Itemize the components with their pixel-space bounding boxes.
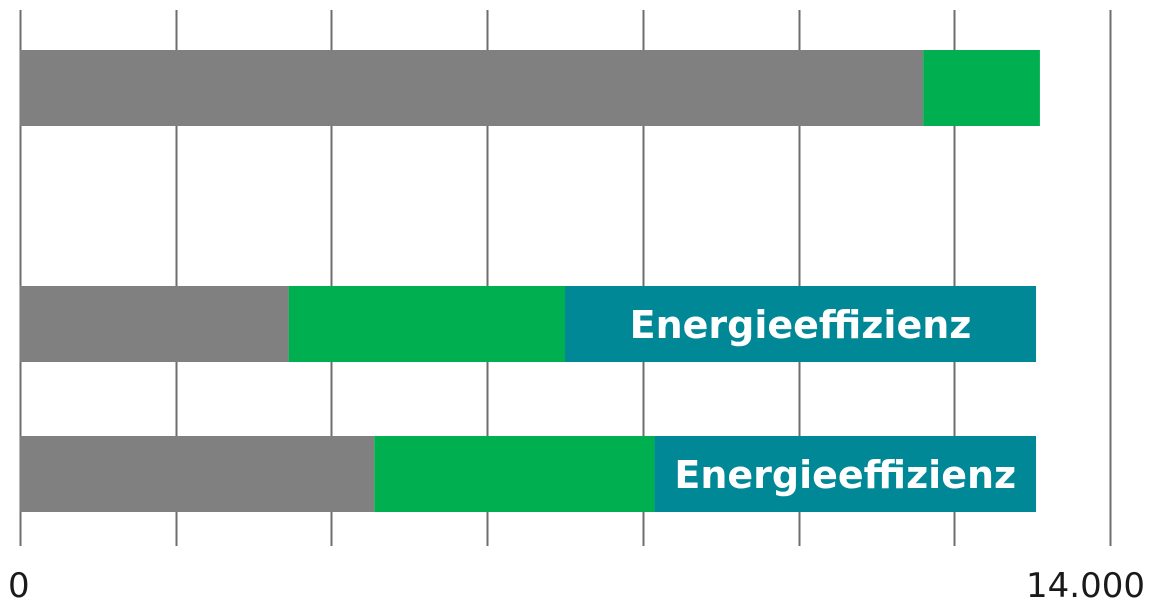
x-tick-label-min: 0: [8, 566, 30, 606]
bar-2-segment-3: [565, 286, 1037, 362]
bar-2-segment-label: Energieeffizienz: [630, 303, 972, 347]
bar-3: Energieeffizienz: [20, 436, 1037, 512]
bar-1-segment-1: [20, 50, 924, 126]
x-tick-label-max: 14.000: [1026, 566, 1145, 606]
bar-2-segment-2: [288, 286, 565, 362]
bar-1-segment-2: [923, 50, 1040, 126]
bar-3-segment-label: Energieeffizienz: [674, 453, 1016, 497]
bar-2-segment-1: [20, 286, 289, 362]
bar-2: Energieeffizienz: [20, 286, 1037, 362]
bar-3-segment-1: [20, 436, 375, 512]
bar-1: [20, 50, 1040, 126]
bars: Energieeffizienz Energieeffizienz: [20, 50, 1040, 512]
bar-3-segment-3: [654, 436, 1037, 512]
bar-3-segment-2: [374, 436, 655, 512]
